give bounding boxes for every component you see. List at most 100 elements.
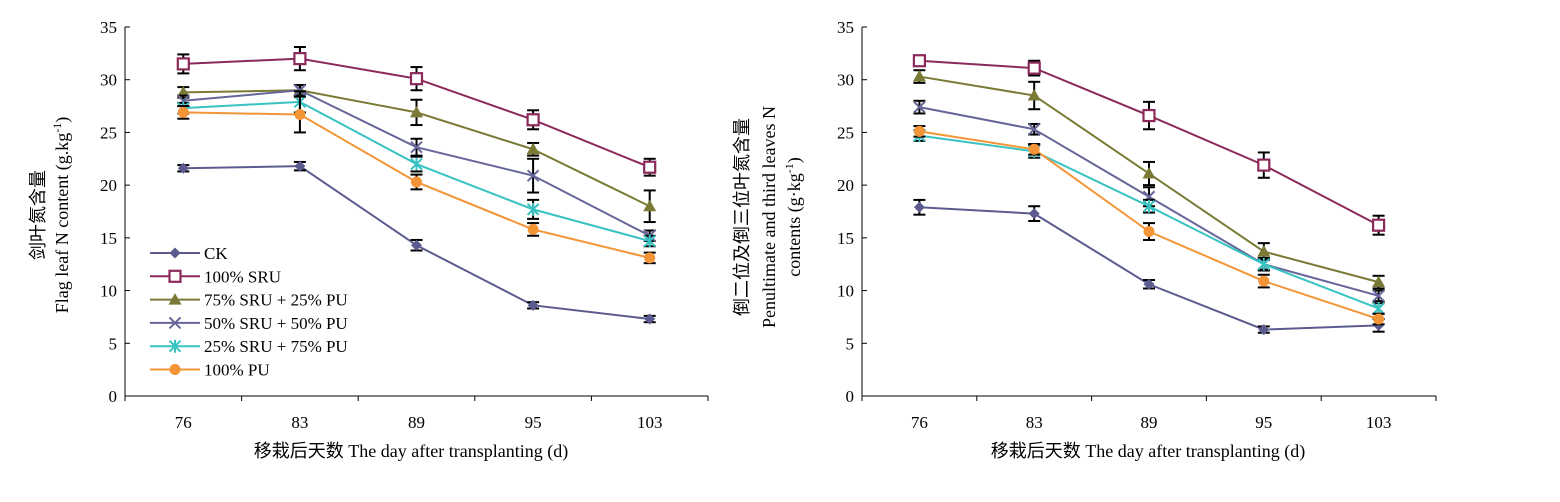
y-tick-label: 5 — [109, 334, 118, 353]
chart-right: 0 5 10 15 20 25 30 35 76 83 89 95 103 倒二位及倒三位叶氮含量 Pe… — [732, 18, 1437, 462]
x-axis-label-right: 移栽后天数 The day after transplanting (d) — [991, 441, 1305, 462]
data-point — [176, 57, 190, 71]
legend-label: CK — [204, 244, 228, 263]
legend-item: 75% SRU + 25% PU — [150, 291, 348, 310]
data-point — [1371, 218, 1386, 232]
x-tick-label: 76 — [175, 413, 192, 432]
y-tick-label: 0 — [109, 387, 118, 406]
data-point — [1143, 278, 1155, 290]
legend-marker — [169, 364, 181, 375]
data-point — [1142, 167, 1156, 179]
data-point — [1372, 289, 1385, 303]
series-100-pu — [913, 125, 1385, 326]
legend-marker — [168, 339, 182, 353]
data-point — [1258, 275, 1270, 287]
legend-marker — [169, 247, 181, 259]
y-axis-label-right-en-1: Penultimate and third leaves N — [759, 106, 779, 328]
data-point — [1142, 199, 1156, 213]
data-point — [1027, 123, 1041, 136]
series-ck — [177, 160, 656, 325]
data-point — [411, 239, 422, 251]
data-point — [1373, 313, 1385, 325]
legend-label: 25% SRU + 75% PU — [204, 337, 348, 356]
y-tick-label: 25 — [100, 123, 117, 142]
legend-label: 100% SRU — [204, 267, 281, 286]
data-point — [913, 100, 926, 114]
data-point — [526, 169, 540, 182]
x-tick-label: 95 — [1255, 413, 1272, 432]
x-tick-label: 83 — [291, 413, 308, 432]
legend: CK 100% SRU 75% SRU + 25% PU 50% SRU + 50% … — [150, 244, 348, 380]
data-point — [912, 70, 926, 82]
legend-item: 100% PU — [150, 361, 270, 380]
legend-marker — [168, 293, 182, 305]
plot-area-left: 0 5 10 15 20 25 30 35 76 83 89 95 103 — [100, 18, 709, 432]
series-ck — [913, 198, 1385, 336]
series-75-sru-25-pu — [912, 69, 1386, 290]
series-100-pu — [177, 95, 656, 265]
y-tick-label: 30 — [100, 71, 117, 90]
data-point — [1143, 226, 1155, 238]
data-point — [644, 313, 656, 325]
data-point — [1372, 275, 1386, 288]
y-tick-label: 25 — [837, 123, 854, 142]
data-point — [912, 54, 927, 68]
data-point — [410, 105, 423, 118]
data-point — [643, 199, 657, 212]
data-point — [177, 106, 189, 118]
y-tick-label: 35 — [100, 18, 117, 37]
data-point — [526, 142, 540, 155]
legend-marker — [168, 316, 182, 330]
x-axis-label-left: 移栽后天数 The day after transplanting (d) — [254, 441, 568, 462]
data-point — [176, 85, 190, 98]
data-point — [526, 202, 540, 216]
data-point — [1027, 89, 1041, 101]
data-point — [1028, 208, 1040, 220]
x-tick-label: 89 — [1141, 413, 1158, 432]
data-point — [913, 125, 925, 137]
x-tick-label: 103 — [1366, 413, 1392, 432]
y-tick-label: 20 — [837, 176, 854, 195]
legend-label: 100% PU — [204, 361, 270, 380]
data-point — [177, 162, 189, 174]
data-point — [411, 176, 422, 188]
series-100-sru — [912, 54, 1386, 236]
data-point — [1257, 158, 1271, 172]
legend-label: 50% SRU + 50% PU — [204, 314, 348, 333]
data-point — [644, 252, 656, 264]
y-tick-label: 35 — [837, 18, 854, 37]
data-point — [643, 160, 657, 174]
x-tick-label: 76 — [911, 413, 928, 432]
data-point — [410, 140, 423, 154]
data-point — [294, 160, 306, 172]
y-axis-label-right-zh: 倒二位及倒三位叶氮含量 — [732, 118, 752, 316]
y-tick-label: 10 — [100, 282, 117, 301]
legend-marker — [168, 269, 182, 283]
y-tick-label: 15 — [837, 229, 854, 248]
x-tick-label: 103 — [637, 413, 663, 432]
y-tick-label: 20 — [100, 176, 117, 195]
data-point — [1257, 257, 1271, 271]
legend-item: 100% SRU — [150, 267, 281, 286]
y-axis-label-right-en-2: contents (g·kg-1) — [782, 157, 805, 276]
y-axis-label-left-en: Flag leaf N content (g.kg-1) — [50, 117, 73, 313]
legend-label: 75% SRU + 25% PU — [204, 291, 348, 310]
data-point — [643, 234, 656, 248]
data-point — [527, 223, 539, 235]
data-point — [1258, 324, 1270, 336]
x-tick-label: 83 — [1026, 413, 1043, 432]
legend-item: 50% SRU + 50% PU — [150, 314, 348, 333]
series-50-sru-50-pu — [913, 99, 1385, 303]
data-point — [1028, 143, 1040, 155]
data-point — [1142, 108, 1156, 123]
data-point — [913, 201, 925, 213]
data-point — [526, 113, 540, 127]
y-tick-label: 10 — [837, 282, 854, 301]
data-point — [527, 299, 539, 311]
y-tick-label: 0 — [846, 387, 855, 406]
data-point — [1027, 61, 1041, 75]
series-100-sru — [176, 46, 657, 177]
y-tick-label: 15 — [100, 229, 117, 248]
data-point — [293, 84, 307, 97]
